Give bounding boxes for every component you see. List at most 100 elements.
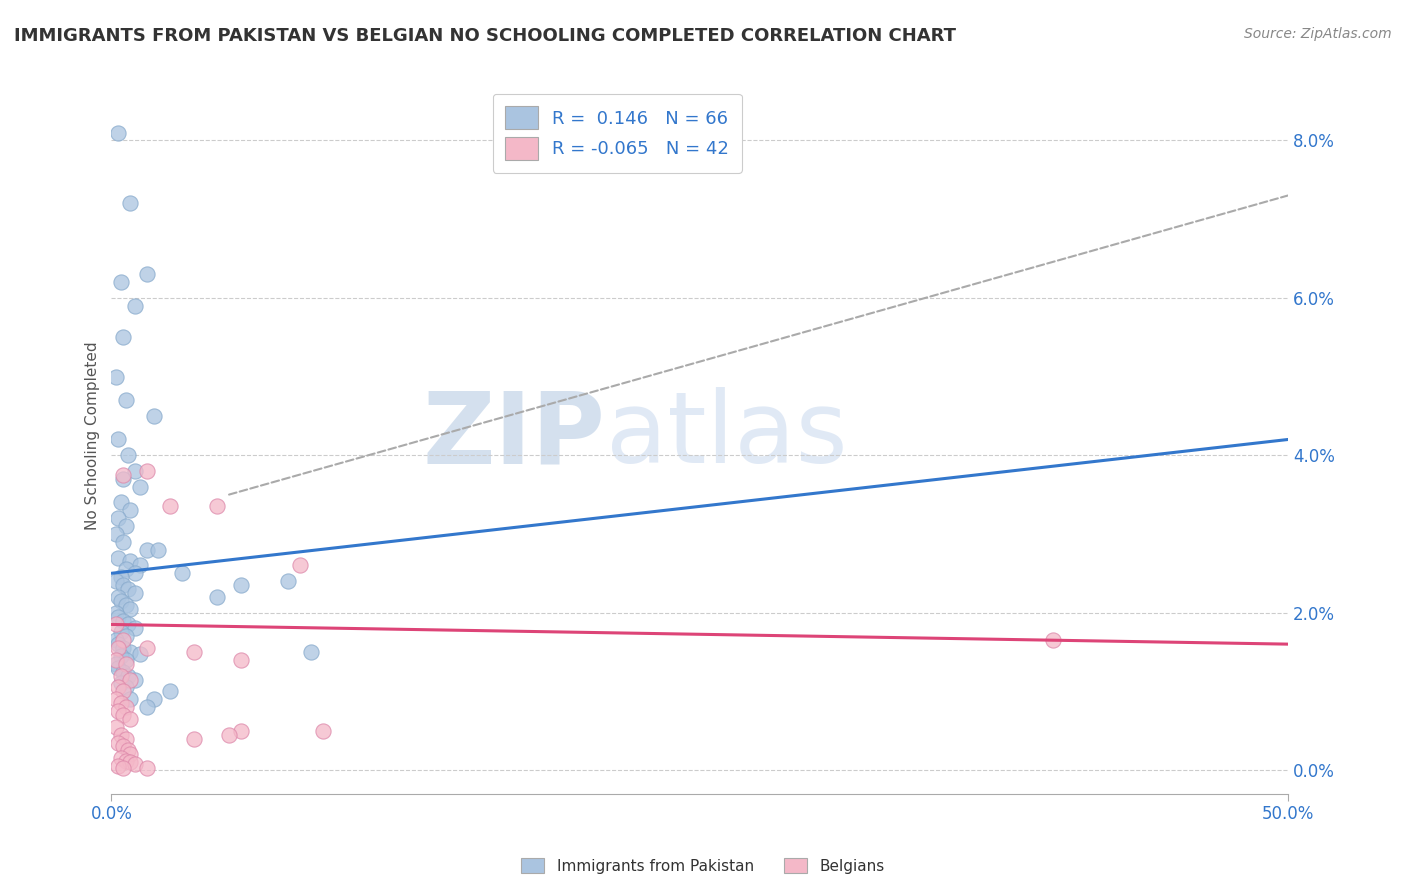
Point [124, 299, 146, 313]
Point [105, 369, 128, 384]
Point [107, 126, 129, 140]
Y-axis label: No Schooling Completed: No Schooling Completed [86, 342, 100, 530]
Point [110, 594, 132, 608]
Point [112, 578, 135, 592]
Point [229, 723, 252, 738]
Point [110, 570, 132, 584]
Point [120, 645, 142, 659]
Point [114, 629, 136, 643]
Point [107, 759, 129, 773]
Point [124, 586, 146, 600]
Point [120, 196, 142, 211]
Point [135, 762, 157, 776]
Point [107, 511, 129, 525]
Point [159, 500, 181, 514]
Point [112, 633, 135, 648]
Point [114, 754, 136, 768]
Point [105, 633, 128, 648]
Point [207, 500, 229, 514]
Point [114, 700, 136, 714]
Text: Source: ZipAtlas.com: Source: ZipAtlas.com [1244, 27, 1392, 41]
Point [277, 574, 299, 589]
Point [107, 550, 129, 565]
Point [229, 653, 252, 667]
Point [112, 708, 135, 723]
Point [229, 578, 252, 592]
Point [120, 712, 142, 726]
Point [117, 743, 139, 757]
Point [107, 641, 129, 656]
Point [128, 558, 150, 573]
Point [135, 464, 157, 478]
Text: IMMIGRANTS FROM PAKISTAN VS BELGIAN NO SCHOOLING COMPLETED CORRELATION CHART: IMMIGRANTS FROM PAKISTAN VS BELGIAN NO S… [14, 27, 956, 45]
Point [142, 692, 165, 706]
Point [159, 684, 181, 698]
Point [120, 554, 142, 568]
Point [114, 562, 136, 576]
Point [124, 464, 146, 478]
Point [124, 621, 146, 635]
Point [207, 590, 229, 604]
Point [107, 609, 129, 624]
Point [114, 731, 136, 746]
Point [124, 566, 146, 581]
Point [120, 692, 142, 706]
Point [114, 657, 136, 671]
Point [120, 755, 142, 769]
Point [183, 645, 205, 659]
Point [112, 467, 135, 482]
Point [105, 657, 128, 671]
Point [112, 739, 135, 754]
Point [114, 681, 136, 695]
Point [112, 472, 135, 486]
Point [218, 728, 240, 742]
Point [105, 720, 128, 734]
Point [114, 393, 136, 408]
Point [120, 673, 142, 687]
Point [110, 668, 132, 682]
Point [105, 527, 128, 541]
Point [105, 653, 128, 667]
Point [107, 433, 129, 447]
Point [114, 519, 136, 533]
Point [112, 641, 135, 656]
Point [107, 661, 129, 675]
Text: atlas: atlas [606, 387, 848, 484]
Point [117, 617, 139, 632]
Point [135, 542, 157, 557]
Point [110, 728, 132, 742]
Point [112, 761, 135, 775]
Point [128, 480, 150, 494]
Point [117, 582, 139, 596]
Legend: Immigrants from Pakistan, Belgians: Immigrants from Pakistan, Belgians [515, 852, 891, 880]
Point [110, 676, 132, 690]
Point [112, 684, 135, 698]
Point [112, 534, 135, 549]
Point [1042, 633, 1064, 648]
Point [148, 542, 170, 557]
Point [124, 673, 146, 687]
Point [110, 495, 132, 509]
Point [128, 647, 150, 661]
Point [112, 614, 135, 628]
Point [110, 275, 132, 289]
Point [117, 668, 139, 682]
Point [114, 653, 136, 667]
Point [142, 409, 165, 423]
Point [112, 665, 135, 679]
Point [107, 735, 129, 749]
Legend: R =  0.146   N = 66, R = -0.065   N = 42: R = 0.146 N = 66, R = -0.065 N = 42 [492, 94, 742, 172]
Point [105, 617, 128, 632]
Point [120, 503, 142, 517]
Point [107, 637, 129, 651]
Point [183, 731, 205, 746]
Point [110, 696, 132, 710]
Point [110, 648, 132, 663]
Point [107, 590, 129, 604]
Point [170, 566, 193, 581]
Point [112, 330, 135, 344]
Point [105, 692, 128, 706]
Point [110, 751, 132, 765]
Point [135, 700, 157, 714]
Point [299, 645, 322, 659]
